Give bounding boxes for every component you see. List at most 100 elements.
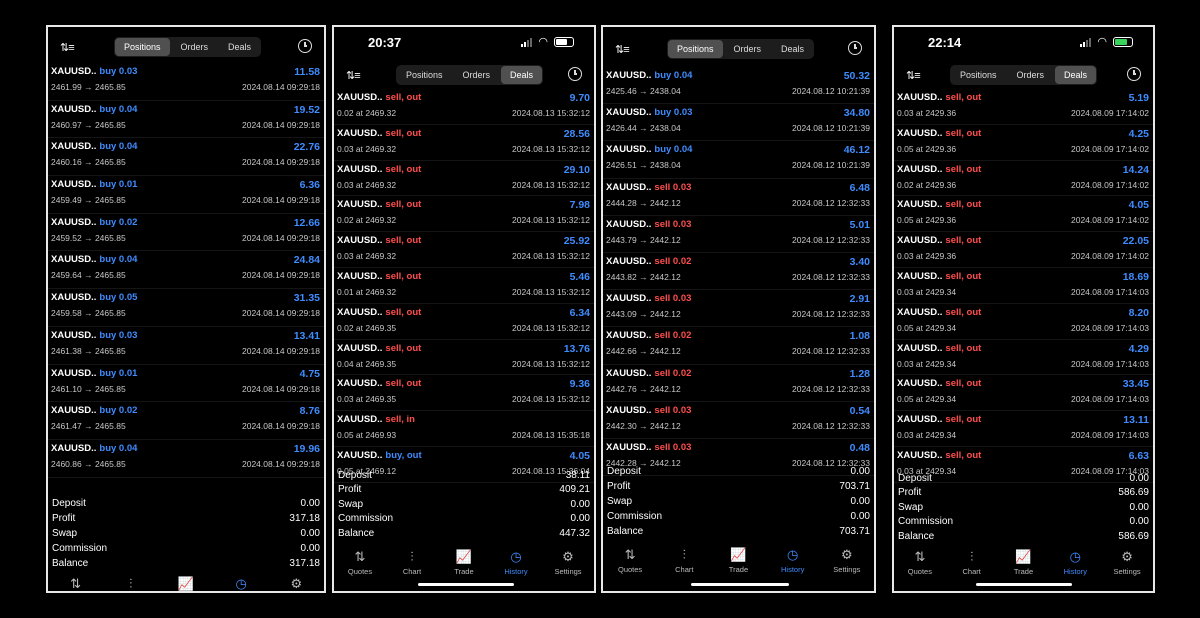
tab-chart[interactable]: ⫶Chart <box>946 549 998 576</box>
trade-row[interactable]: XAUUSD.. buy, out 4.05 0.05 at 2469.12 2024.… <box>334 447 594 483</box>
price-info: 0.05 at 2469.93 <box>337 430 397 441</box>
trade-row[interactable]: XAUUSD.. sell, out 6.34 0.02 at 2469.35 2024… <box>334 304 594 340</box>
price-info: 0.05 at 2429.36 <box>897 215 957 226</box>
trade-chart-icon: 📈 <box>1015 549 1032 564</box>
tab-chart[interactable]: ⫶Chart <box>105 576 157 591</box>
segment-deals[interactable]: Deals <box>781 44 805 54</box>
trade-header: XAUUSD.. buy, out <box>337 450 422 461</box>
trade-row[interactable]: XAUUSD.. sell, out 8.20 0.05 at 2429.34 2024… <box>894 304 1153 340</box>
sort-icon[interactable]: ⇅≡ <box>346 70 361 82</box>
trade-row[interactable]: XAUUSD.. buy 0.05 31.35 2459.58 → 2465.85 20… <box>48 289 324 327</box>
trade-row[interactable]: XAUUSD.. buy 0.04 46.12 2426.51 → 2438.04 20… <box>603 141 874 179</box>
tab-quotes[interactable]: ⇅Quotes <box>894 549 946 576</box>
trade-row[interactable]: XAUUSD.. sell, out 18.69 0.03 at 2429.34 202… <box>894 268 1153 304</box>
clock-icon[interactable] <box>1127 67 1141 81</box>
trade-row[interactable]: XAUUSD.. sell, out 25.92 0.03 at 2469.32 202… <box>334 232 594 268</box>
profit-value: 6.34 <box>569 306 590 319</box>
trade-row[interactable]: XAUUSD.. sell, out 33.45 0.05 at 2429.34 202… <box>894 375 1153 412</box>
trade-row[interactable]: XAUUSD.. sell 0.03 0.54 2442.30 → 2442.12 20… <box>603 402 874 439</box>
segment-positions[interactable]: Positions <box>115 38 170 56</box>
tab-trade[interactable]: 📈Trade <box>998 549 1050 576</box>
segment-orders[interactable]: Orders <box>462 70 491 80</box>
trade-row[interactable]: XAUUSD.. sell 0.03 6.48 2444.28 → 2442.12 20… <box>603 179 874 216</box>
trade-row[interactable]: XAUUSD.. sell, in 0.05 at 2469.93 2024.08.1… <box>334 411 594 447</box>
tab-quotes[interactable]: ⇅Quotes <box>50 576 102 591</box>
sort-icon[interactable]: ⇅≡ <box>615 44 630 56</box>
side-label: sell, out <box>945 342 982 354</box>
trade-row[interactable]: XAUUSD.. buy 0.04 22.76 2460.16 → 2465.85 20… <box>48 138 324 177</box>
summary-row-balance: Balance 317.18 <box>48 557 324 572</box>
price-info: 2442.28 → 2442.12 <box>606 457 681 468</box>
trade-row[interactable]: XAUUSD.. sell, out 28.56 0.03 at 2469.32 202… <box>334 125 594 161</box>
trade-row[interactable]: XAUUSD.. buy 0.04 19.96 2460.86 → 2465.85 20… <box>48 440 324 478</box>
trade-row[interactable]: XAUUSD.. sell 0.02 1.08 2442.66 → 2442.12 20… <box>603 327 874 365</box>
trade-row[interactable]: XAUUSD.. sell, out 9.70 0.02 at 2469.32 2024… <box>334 89 594 125</box>
trade-row[interactable]: XAUUSD.. sell, out 22.05 0.03 at 2429.36 202… <box>894 232 1153 268</box>
trade-row[interactable]: XAUUSD.. buy 0.04 19.52 2460.97 → 2465.85 20… <box>48 101 324 139</box>
trade-row[interactable]: XAUUSD.. sell 0.03 2.91 2443.09 → 2442.12 20… <box>603 290 874 328</box>
clock-icon[interactable] <box>298 39 312 53</box>
segment-orders[interactable]: Orders <box>180 42 209 52</box>
trade-row[interactable]: XAUUSD.. buy 0.03 11.58 2461.99 → 2465.85 20… <box>48 63 324 101</box>
trade-row[interactable]: XAUUSD.. buy 0.04 50.32 2425.46 → 2438.04 20… <box>603 67 874 105</box>
trade-row[interactable]: XAUUSD.. sell, out 5.19 0.03 at 2429.36 2024… <box>894 89 1153 125</box>
symbol-label: XAUUSD.. <box>337 449 383 461</box>
trade-row[interactable]: XAUUSD.. sell 0.02 1.28 2442.76 → 2442.12 20… <box>603 365 874 402</box>
segment-positions[interactable]: Positions <box>960 70 997 80</box>
trade-row[interactable]: XAUUSD.. sell, out 5.46 0.01 at 2469.32 2024… <box>334 268 594 304</box>
trade-row[interactable]: XAUUSD.. sell, out 9.36 0.03 at 2469.35 2024… <box>334 375 594 412</box>
side-label: sell, out <box>385 127 422 139</box>
tab-history[interactable]: ◷History <box>215 576 267 591</box>
trade-row[interactable]: XAUUSD.. buy 0.01 4.75 2461.10 → 2465.85 202… <box>48 365 324 403</box>
trade-row[interactable]: XAUUSD.. sell 0.03 5.01 2443.79 → 2442.12 20… <box>603 216 874 253</box>
sort-icon[interactable]: ⇅≡ <box>60 42 75 54</box>
trade-row[interactable]: XAUUSD.. buy 0.02 8.76 2461.47 → 2465.85 202… <box>48 402 324 440</box>
tab-trade[interactable]: 📈Trade <box>712 547 764 574</box>
trade-row[interactable]: XAUUSD.. sell, out 14.24 0.02 at 2429.36 202… <box>894 161 1153 197</box>
tab-settings[interactable]: ⚙Settings <box>270 576 322 591</box>
tab-settings[interactable]: ⚙Settings <box>821 547 873 574</box>
trade-row[interactable]: XAUUSD.. sell, out 4.29 0.03 at 2429.34 2024… <box>894 340 1153 376</box>
segment-positions[interactable]: Positions <box>406 70 443 80</box>
segment-deals[interactable]: Deals <box>501 66 543 84</box>
trade-row[interactable]: XAUUSD.. buy 0.02 12.66 2459.52 → 2465.85 20… <box>48 214 324 252</box>
battery-icon <box>554 37 574 47</box>
tab-quotes[interactable]: ⇅Quotes <box>334 549 386 576</box>
tab-trade[interactable]: 📈Trade <box>438 549 490 576</box>
side-label: buy 0.02 <box>99 405 138 417</box>
trade-row[interactable]: XAUUSD.. sell 0.03 0.48 2442.28 → 2442.12 20… <box>603 439 874 477</box>
segment-control: Positions Orders Deals <box>667 39 815 59</box>
trade-row[interactable]: XAUUSD.. buy 0.01 6.36 2459.49 → 2465.85 202… <box>48 176 324 214</box>
segment-positions[interactable]: Positions <box>668 40 723 58</box>
trade-row[interactable]: XAUUSD.. buy 0.04 24.84 2459.64 → 2465.85 20… <box>48 251 324 290</box>
segment-deals[interactable]: Deals <box>228 42 252 52</box>
trade-row[interactable]: XAUUSD.. sell, out 7.98 0.02 at 2469.32 2024… <box>334 196 594 233</box>
trade-row[interactable]: XAUUSD.. sell, out 4.25 0.05 at 2429.36 2024… <box>894 125 1153 161</box>
trade-row[interactable]: XAUUSD.. sell, out 13.11 0.03 at 2429.34 202… <box>894 411 1153 447</box>
trade-row[interactable]: XAUUSD.. sell, out 6.63 0.03 at 2429.34 2024… <box>894 447 1153 483</box>
sort-icon[interactable]: ⇅≡ <box>906 70 921 82</box>
tab-chart[interactable]: ⫶Chart <box>658 547 710 574</box>
tab-settings[interactable]: ⚙Settings <box>1101 549 1153 576</box>
trade-row[interactable]: XAUUSD.. sell, out 29.10 0.03 at 2469.32 202… <box>334 161 594 197</box>
summary-value: 0.00 <box>1129 473 1149 484</box>
tab-chart[interactable]: ⫶Chart <box>386 549 438 576</box>
price-info: 2426.44 → 2438.04 <box>606 123 681 134</box>
tab-settings[interactable]: ⚙Settings <box>542 549 594 576</box>
trade-row[interactable]: XAUUSD.. sell 0.02 3.40 2443.82 → 2442.12 20… <box>603 253 874 291</box>
segment-orders[interactable]: Orders <box>1016 70 1045 80</box>
trade-row[interactable]: XAUUSD.. sell, out 4.05 0.05 at 2429.36 2024… <box>894 196 1153 233</box>
price-info: 0.03 at 2469.32 <box>337 143 397 154</box>
trade-row[interactable]: XAUUSD.. buy 0.03 13.41 2461.38 → 2465.85 20… <box>48 327 324 365</box>
tab-history[interactable]: ◷History <box>1049 549 1101 576</box>
clock-icon[interactable] <box>568 67 582 81</box>
clock-icon[interactable] <box>848 41 862 55</box>
tab-history[interactable]: ◷History <box>767 547 819 574</box>
tab-trade[interactable]: 📈Trade <box>160 576 212 591</box>
tab-history[interactable]: ◷History <box>490 549 542 576</box>
tab-quotes[interactable]: ⇅Quotes <box>604 547 656 574</box>
segment-orders[interactable]: Orders <box>733 44 762 54</box>
trade-row[interactable]: XAUUSD.. sell, out 13.76 0.04 at 2469.35 202… <box>334 340 594 376</box>
trade-row[interactable]: XAUUSD.. buy 0.03 34.80 2426.44 → 2438.04 20… <box>603 104 874 142</box>
segment-deals[interactable]: Deals <box>1055 66 1097 84</box>
